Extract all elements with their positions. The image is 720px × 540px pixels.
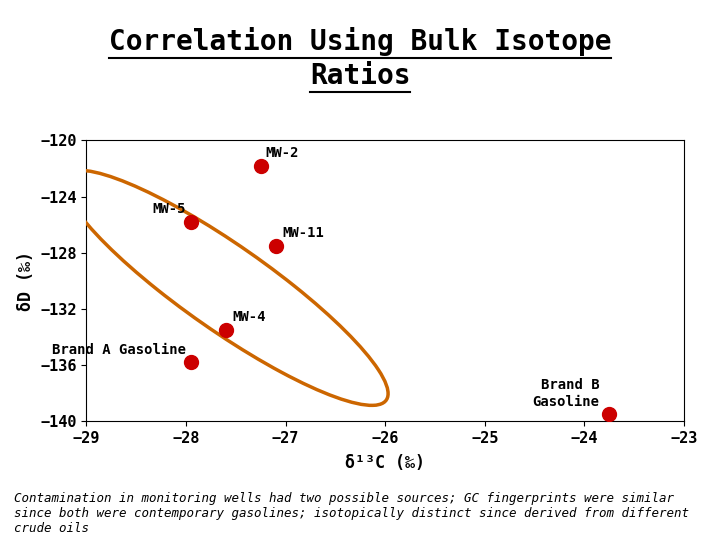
- Text: MW-11: MW-11: [283, 226, 325, 240]
- Point: [270, 241, 282, 250]
- Y-axis label: δD (‰): δD (‰): [17, 251, 35, 311]
- Text: Correlation Using Bulk Isotope: Correlation Using Bulk Isotope: [109, 27, 611, 56]
- Text: Contamination in monitoring wells had two possible sources; GC fingerprints were: Contamination in monitoring wells had tw…: [14, 491, 690, 535]
- Point: [255, 161, 266, 170]
- Text: Brand A Gasoline: Brand A Gasoline: [52, 342, 186, 356]
- Point: [220, 326, 232, 334]
- X-axis label: δ¹³C (‰): δ¹³C (‰): [345, 454, 426, 472]
- Point: [185, 358, 197, 367]
- Text: MW-2: MW-2: [266, 146, 300, 160]
- Text: Ratios: Ratios: [310, 62, 410, 90]
- Text: Brand B
Gasoline: Brand B Gasoline: [532, 379, 599, 409]
- Point: [603, 410, 615, 418]
- Point: [185, 218, 197, 226]
- Text: MW-5: MW-5: [153, 202, 186, 216]
- Text: MW-4: MW-4: [233, 310, 266, 325]
